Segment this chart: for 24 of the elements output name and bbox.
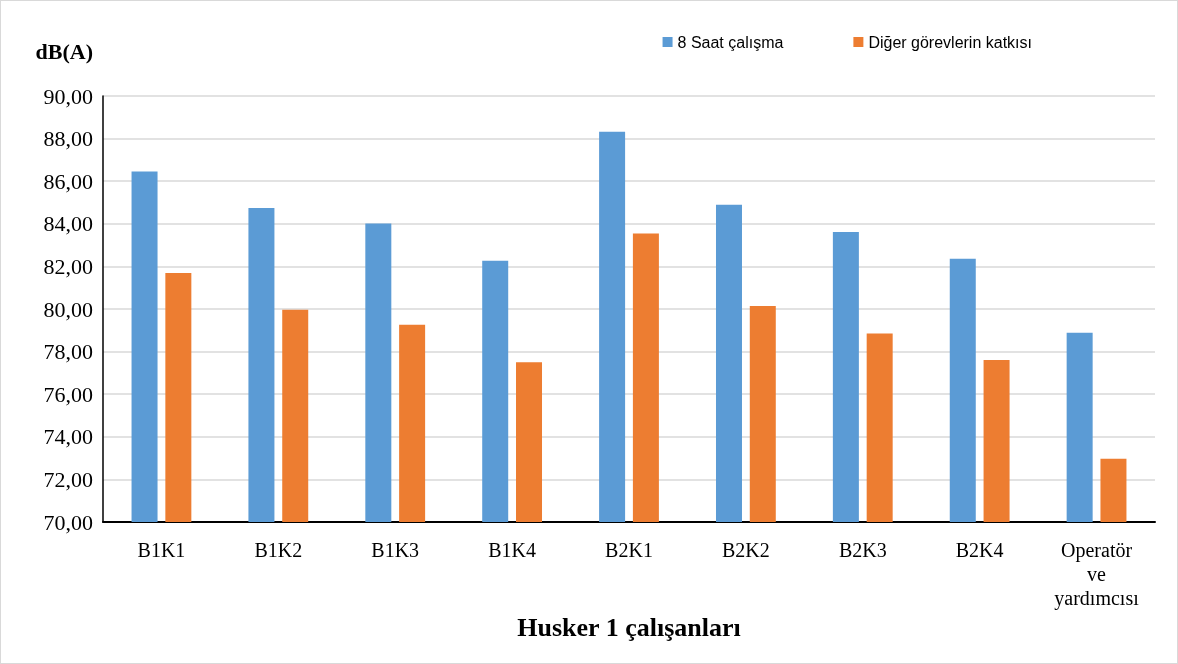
- y-tick-label: 74,00: [43, 424, 93, 450]
- y-tick-label: 78,00: [43, 339, 93, 365]
- x-tick-label: B2K4: [955, 539, 1004, 561]
- x-tick-label: B1K2: [254, 539, 303, 561]
- legend-label: Diğer görevlerin katkısı: [868, 33, 1033, 51]
- legend-label: 8 Saat çalışma: [677, 33, 784, 51]
- x-tick-label: B1K1: [137, 539, 186, 561]
- x-tick-label: B1K4: [488, 539, 537, 561]
- y-tick-label: 76,00: [43, 381, 93, 407]
- x-axis-title: Husker 1 çalışanları: [517, 613, 741, 643]
- y-tick-label: 80,00: [43, 296, 93, 322]
- y-tick-label: 90,00: [43, 83, 93, 109]
- y-tick-label: 86,00: [43, 168, 93, 194]
- x-tick-label: Operatör ve yardımcısı: [1054, 539, 1140, 610]
- y-tick-label: 70,00: [43, 509, 93, 535]
- y-tick-label: 88,00: [43, 126, 93, 152]
- y-tick-label: 72,00: [43, 466, 93, 492]
- y-tick-label: 82,00: [43, 253, 93, 279]
- x-tick-label: B2K3: [838, 539, 887, 561]
- y-tick-label: 84,00: [43, 211, 93, 237]
- x-tick-label: B2K2: [721, 539, 770, 561]
- x-tick-label: B1K3: [371, 539, 420, 561]
- x-tick-label: B2K1: [605, 539, 653, 561]
- y-axis-title: dB(A): [35, 38, 93, 64]
